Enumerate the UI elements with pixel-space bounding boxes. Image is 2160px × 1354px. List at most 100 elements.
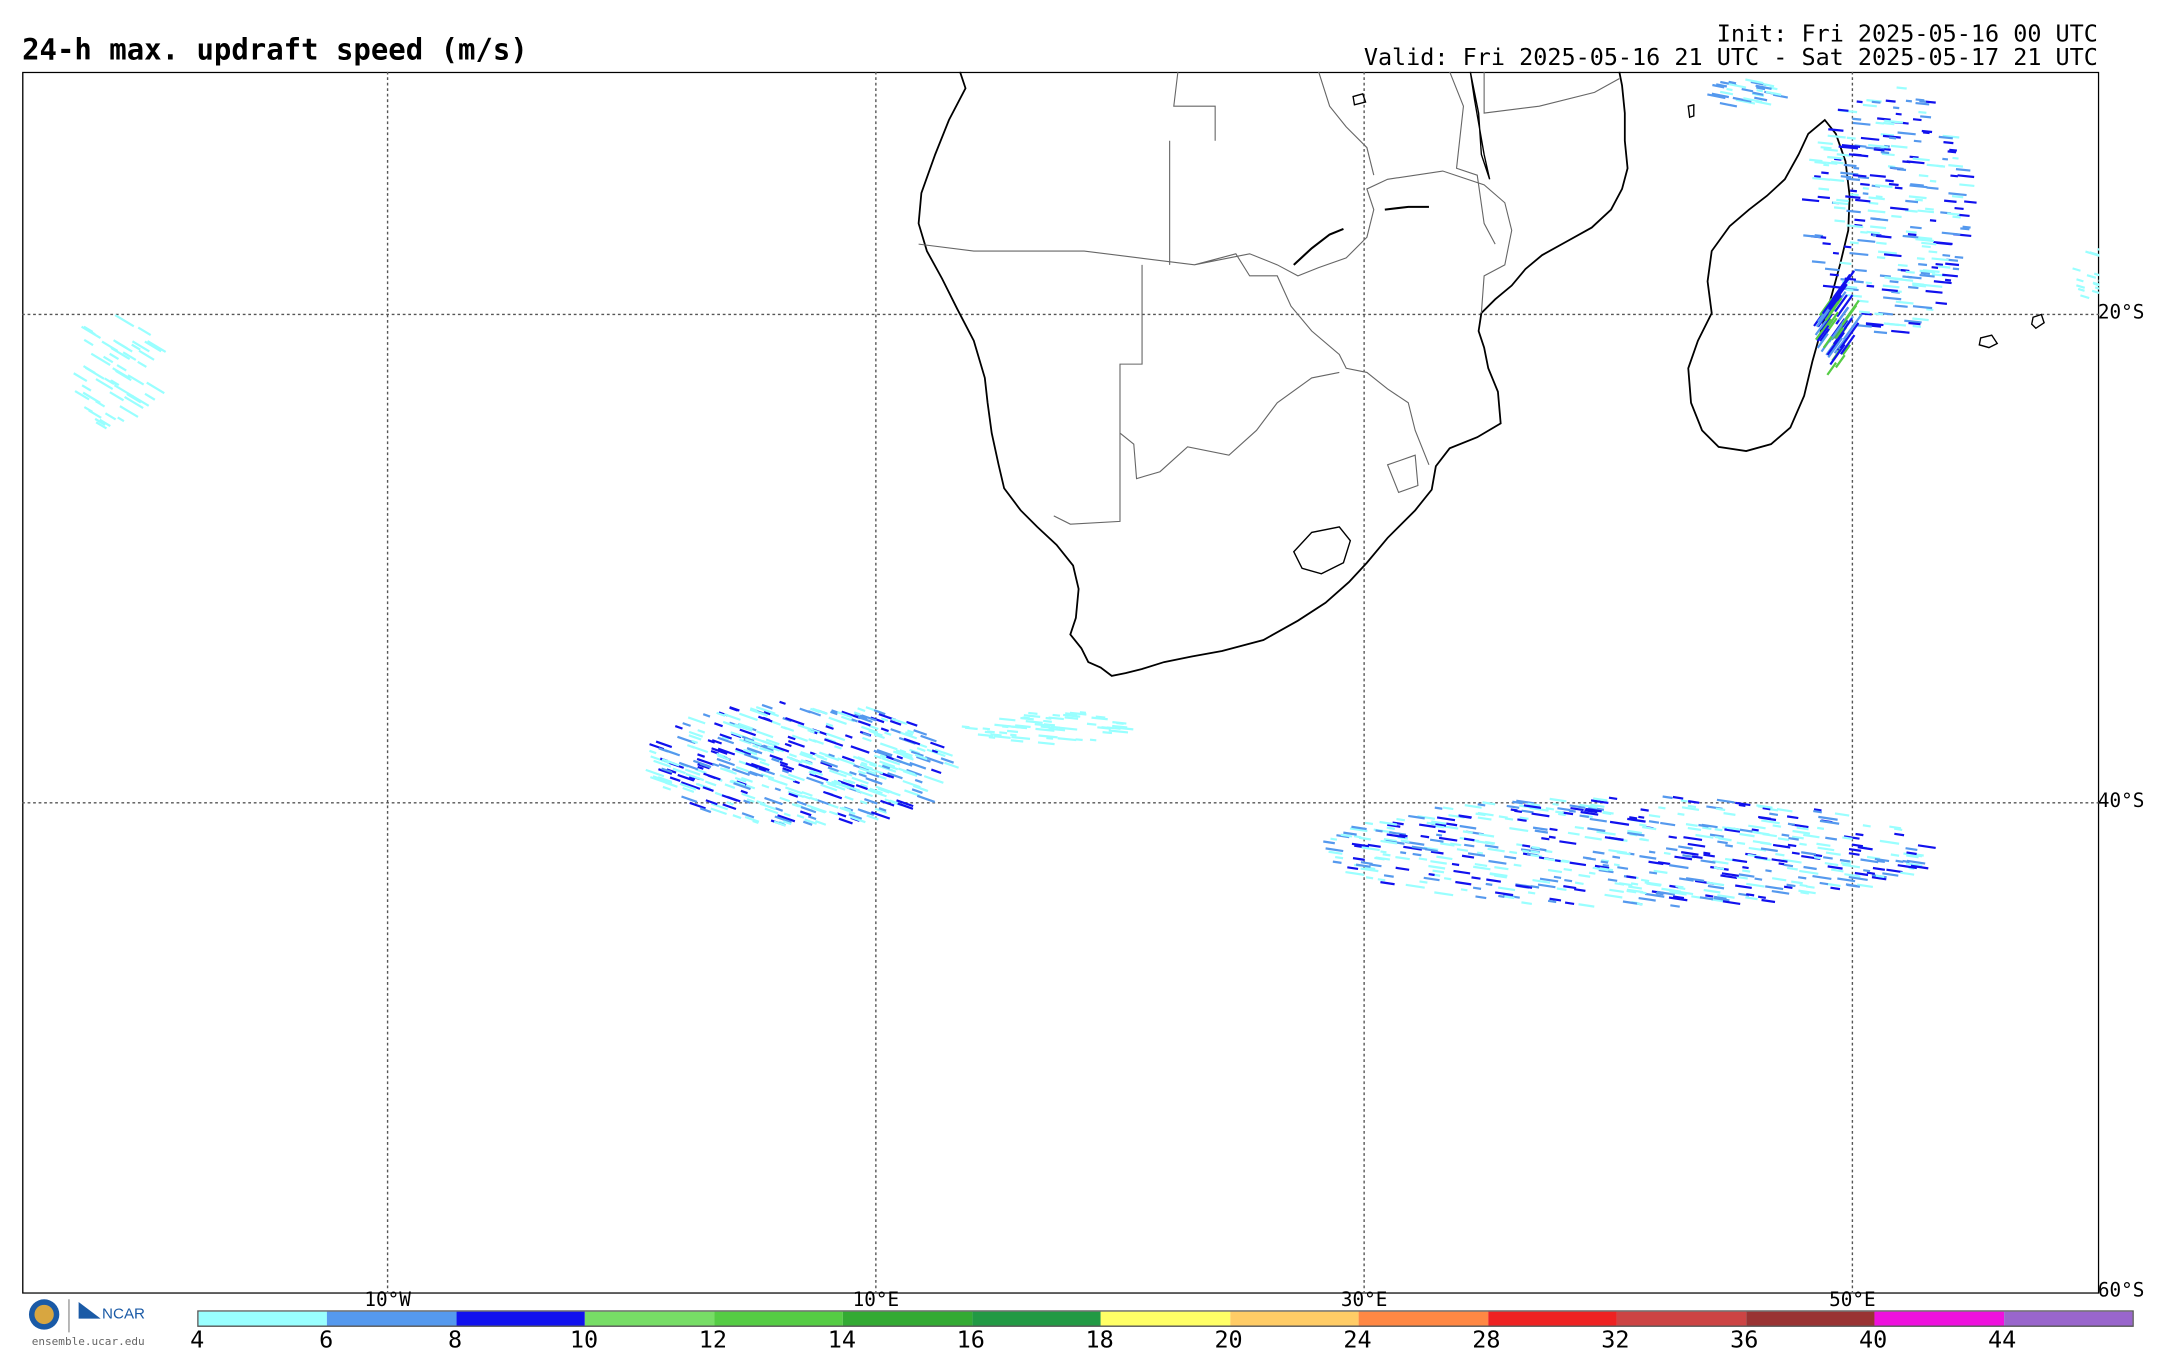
updraft-streak	[74, 390, 90, 401]
updraft-streak	[1755, 84, 1772, 90]
updraft-streak	[1443, 877, 1452, 881]
updraft-streak	[1796, 826, 1809, 831]
updraft-streak	[1862, 824, 1871, 828]
updraft-streak	[1582, 856, 1592, 860]
updraft-streak	[914, 753, 928, 761]
updraft-streak	[1408, 814, 1425, 820]
updraft-streak	[1836, 294, 1854, 318]
updraft-streak	[1843, 835, 1860, 840]
updraft-streak	[749, 707, 758, 712]
updraft-streak	[1102, 731, 1113, 735]
updraft-streak	[1698, 823, 1709, 828]
updraft-streak	[881, 787, 901, 797]
updraft-streak	[1618, 882, 1633, 887]
updraft-streak	[741, 735, 755, 742]
updraft-streak	[866, 771, 880, 778]
updraft-streak	[902, 770, 918, 778]
updraft-streak	[1846, 288, 1854, 292]
updraft-streak	[1434, 891, 1454, 897]
colorbar-tick: 14	[827, 1326, 856, 1354]
updraft-streak	[804, 818, 818, 825]
updraft-streak	[1905, 99, 1913, 103]
updraft-streak	[1715, 83, 1728, 88]
updraft-streak	[680, 781, 701, 790]
updraft-streak	[860, 725, 879, 734]
updraft-streak	[1419, 880, 1428, 884]
updraft-streak	[1955, 168, 1971, 172]
updraft-streak	[833, 779, 842, 785]
updraft-streak	[1960, 227, 1970, 231]
updraft-streak	[756, 730, 774, 739]
updraft-streak	[802, 795, 811, 800]
updraft-streak	[1010, 733, 1017, 737]
lon-label-10e: 10°E	[852, 1289, 900, 1312]
colorbar-tick: 40	[1859, 1326, 1888, 1354]
updraft-streak	[1112, 721, 1127, 725]
updraft-streak	[1050, 725, 1060, 729]
updraft-streak	[1743, 97, 1763, 104]
updraft-streak	[717, 736, 735, 745]
updraft-streak	[1894, 827, 1903, 831]
colorbar-segment	[327, 1311, 457, 1326]
updraft-streak	[1873, 148, 1885, 152]
updraft-streak	[759, 746, 767, 752]
updraft-streak	[1334, 855, 1344, 860]
updraft-streak	[138, 349, 155, 361]
updraft-streak	[878, 807, 887, 812]
lat-label-60s: 60°S	[2097, 1279, 2145, 1303]
updraft-streak	[1438, 836, 1458, 842]
updraft-streak	[1386, 833, 1406, 839]
updraft-streak	[791, 734, 808, 743]
updraft-streak	[702, 713, 711, 718]
updraft-streak	[1844, 873, 1861, 878]
updraft-streak	[104, 377, 115, 385]
updraft-streak	[1478, 833, 1495, 838]
updraft-streak	[1761, 819, 1780, 825]
updraft-streak	[1783, 885, 1793, 890]
updraft-streak	[1512, 800, 1523, 805]
updraft-streak	[740, 789, 748, 795]
updraft-streak	[716, 757, 735, 767]
updraft-streak	[1883, 253, 1902, 258]
updraft-streak	[1608, 836, 1624, 841]
updraft-streak	[825, 780, 837, 787]
updraft-streak	[1644, 892, 1665, 898]
updraft-streak	[1423, 876, 1440, 882]
updraft-streak	[1455, 880, 1472, 886]
updraft-streak	[1857, 175, 1870, 180]
updraft-streak	[1902, 275, 1912, 279]
updraft-streak	[1876, 256, 1886, 260]
updraft-streak	[876, 748, 893, 757]
updraft-streak	[1865, 281, 1872, 285]
updraft-streak	[1803, 865, 1817, 871]
updraft-streak	[1596, 830, 1616, 836]
updraft-streak	[1515, 884, 1533, 889]
updraft-streak	[1841, 144, 1861, 149]
updraft-streak	[1719, 90, 1734, 96]
updraft-streak	[1459, 814, 1472, 819]
updraft-streak	[826, 732, 846, 742]
updraft-streak	[1929, 219, 1937, 223]
updraft-streak	[1629, 816, 1638, 820]
updraft-streak	[1486, 878, 1502, 883]
updraft-streak	[1745, 78, 1764, 85]
updraft-streak	[1426, 821, 1436, 826]
updraft-streak	[934, 748, 945, 754]
updraft-streak	[1323, 840, 1335, 845]
updraft-streak	[1509, 850, 1518, 855]
updraft-streak	[1732, 96, 1752, 103]
updraft-streak	[1552, 802, 1559, 806]
updraft-streak	[1464, 843, 1475, 848]
updraft-streak	[1463, 837, 1475, 842]
updraft-streak	[1678, 845, 1693, 850]
updraft-streak	[1569, 804, 1586, 809]
updraft-streak	[879, 760, 896, 768]
updraft-streak	[1827, 311, 1839, 327]
updraft-streak	[1383, 838, 1397, 843]
updraft-streak	[1347, 866, 1359, 871]
updraft-streak	[1787, 843, 1797, 848]
updraft-streak	[1893, 106, 1900, 110]
updraft-streak	[1902, 234, 1919, 239]
updraft-streak	[1578, 873, 1591, 878]
updraft-streak	[1834, 219, 1846, 223]
